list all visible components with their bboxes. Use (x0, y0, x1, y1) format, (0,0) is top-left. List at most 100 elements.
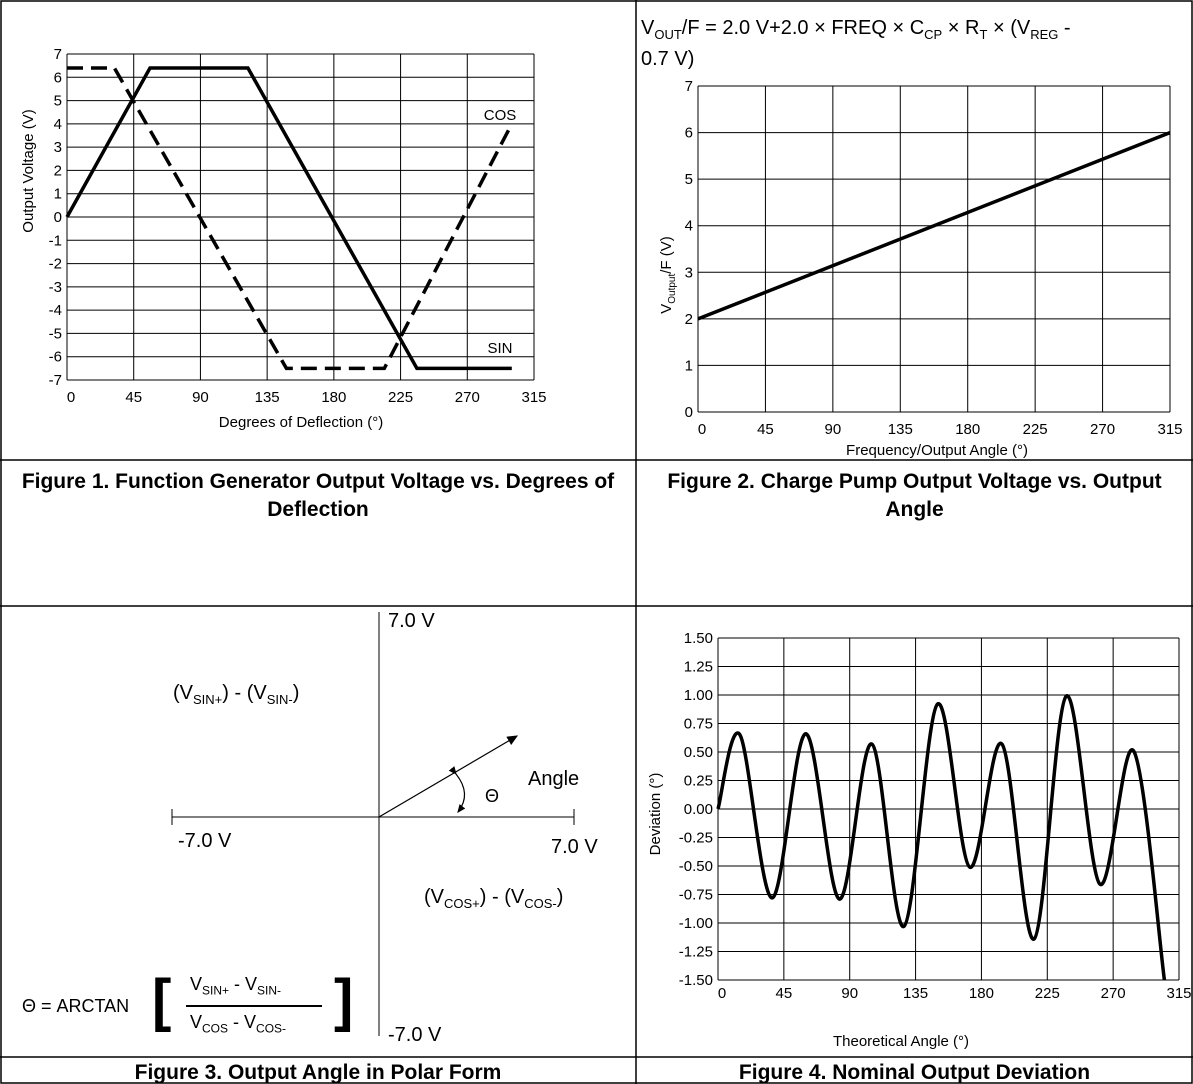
x-ticks: 0 45 90 135 180 225 270 315 (67, 389, 547, 406)
y-tick-label: 1.00 (684, 687, 713, 704)
sin-annotation: SIN (487, 340, 512, 357)
formula-part: - (1058, 17, 1071, 39)
y-tick-label: 0.00 (684, 801, 713, 818)
arctan-formula: Θ = ARCTAN [ ] VSIN+ - VSIN- VCOS - VCOS… (22, 968, 362, 1042)
x-tick-label: 0 (698, 421, 706, 438)
charge-pump-chart: 7 6 5 4 3 2 1 0 0 45 90 135 180 225 270 315 Frequency/… (658, 78, 1183, 459)
x-axis-label: Degrees of Deflection (°) (219, 414, 383, 431)
x-tick-label: 135 (255, 389, 280, 406)
theta-symbol: Θ (485, 786, 500, 806)
figure4-caption: Figure 4. Nominal Output Deviation (738, 1061, 1091, 1084)
y-tick-label: 6 (685, 125, 693, 142)
top-voltage-label: 7.0 V (388, 610, 435, 632)
y-tick-label: 1.25 (684, 659, 713, 676)
right-voltage-label: 7.0 V (551, 836, 598, 858)
y-tick-label: -4 (49, 302, 62, 319)
x-tick-label: 225 (388, 389, 413, 406)
formula-denominator: VCOS - VCOS- (190, 1012, 287, 1036)
y-tick-label: 1 (54, 186, 62, 203)
y-tick-label: -1.00 (679, 915, 713, 932)
function-generator-chart: 7 6 5 4 3 2 1 0 -1 -2 -3 -4 -5 -6 -7 0 45 90 135 180 225 270… (20, 46, 547, 431)
left-bracket: [ (152, 968, 172, 1033)
cos-difference-label: (VCOS+) - (VCOS-) (424, 886, 564, 911)
y-tick-label: 3 (685, 264, 693, 281)
y-tick-label: 2 (685, 311, 693, 328)
x-tick-label: 315 (1157, 421, 1182, 438)
x-tick-label: 0 (67, 389, 75, 406)
y-tick-label: 2 (54, 162, 62, 179)
y-ticks: 7 6 5 4 3 2 1 0 (685, 78, 693, 421)
y-axis-label: VOutput/F (V) (658, 236, 678, 314)
x-tick-label: 180 (955, 421, 980, 438)
output-deviation-chart: 1.50 1.25 1.00 0.75 0.50 0.25 0.00 -0.25 -0.50 -0… (647, 630, 1192, 1050)
formula-part: × (V (987, 17, 1031, 39)
y-tick-label: 6 (54, 69, 62, 86)
y-tick-label: -3 (49, 279, 62, 296)
formula-part: × R (942, 17, 980, 39)
bottom-voltage-label: -7.0 V (388, 1024, 442, 1046)
y-tick-label: 0 (54, 209, 62, 226)
y-tick-label: -7 (49, 372, 62, 389)
x-tick-label: 45 (125, 389, 142, 406)
angle-vector (378, 735, 519, 818)
y-tick-label: -2 (49, 256, 62, 273)
figure3-panel: 7.0 V -7.0 V -7.0 V 7.0 V (VSIN+) - (VSI… (0, 606, 636, 1057)
figure4-panel: 1.50 1.25 1.00 0.75 0.50 0.25 0.00 -0.25 -0.50 -0… (636, 606, 1193, 1057)
figure1-panel: 7 6 5 4 3 2 1 0 -1 -2 -3 -4 -5 -6 -7 0 45 90 135 180 225 270… (0, 0, 636, 460)
y-tick-label: 3 (54, 139, 62, 156)
x-tick-label: 270 (455, 389, 480, 406)
x-tick-label: 90 (841, 985, 858, 1002)
formula-sub-cp: CP (924, 27, 943, 42)
y-tick-label: 5 (685, 171, 693, 188)
y-tick-label: 0 (685, 404, 693, 421)
cos-annotation: COS (484, 107, 517, 124)
y-axis-label: Output Voltage (V) (20, 109, 37, 232)
formula-sub-out: OUT (654, 27, 682, 42)
x-tick-label: 0 (718, 985, 726, 1002)
y-tick-label: -0.50 (679, 858, 713, 875)
x-tick-label: 315 (1166, 985, 1191, 1002)
y-tick-label: 4 (685, 218, 693, 235)
x-ticks: 0 45 90 135 180 225 270 315 (698, 421, 1183, 438)
x-axis-label: Frequency/Output Angle (°) (846, 442, 1028, 459)
y-tick-label: -0.25 (679, 830, 713, 847)
y-tick-label: 1 (685, 357, 693, 374)
x-tick-label: 225 (1023, 421, 1048, 438)
charge-pump-formula: VOUT/F = 2.0 V+2.0 × FREQ × CCP × RT × (… (641, 16, 1071, 71)
y-ticks: 1.50 1.25 1.00 0.75 0.50 0.25 0.00 -0.25 -0.50 -0… (679, 630, 713, 989)
x-tick-label: 270 (1101, 985, 1126, 1002)
figure2-panel: VOUT/F = 2.0 V+2.0 × FREQ × CCP × RT × (… (636, 0, 1193, 460)
y-tick-label: -5 (49, 325, 62, 342)
angle-arc (448, 766, 466, 813)
grid (66, 53, 535, 381)
right-bracket: ] (334, 968, 354, 1033)
y-tick-label: -0.75 (679, 887, 713, 904)
formula-part: /F = 2.0 V+2.0 × FREQ × C (681, 17, 925, 39)
y-tick-label: 0.75 (684, 716, 713, 733)
y-tick-label: 7 (685, 78, 693, 95)
formula-numerator: VSIN+ - VSIN- (190, 974, 282, 998)
x-tick-label: 90 (825, 421, 842, 438)
x-tick-label: 270 (1090, 421, 1115, 438)
y-tick-label: -6 (49, 349, 62, 366)
deviation-curve (716, 694, 1167, 981)
figure2-caption: Figure 2. Charge Pump Output Voltage vs.… (667, 470, 1162, 521)
cos-series-line (67, 66, 514, 371)
grid (697, 85, 1171, 413)
grid (717, 637, 1180, 981)
polar-diagram (171, 612, 575, 1036)
formula-v: V (641, 17, 655, 39)
angle-label: Angle (528, 768, 580, 790)
y-tick-label: -1 (49, 232, 62, 249)
x-tick-label: 225 (1035, 985, 1060, 1002)
sin-difference-label: (VSIN+) - (VSIN-) (173, 682, 300, 707)
x-tick-label: 315 (521, 389, 546, 406)
x-tick-label: 90 (192, 389, 209, 406)
y-tick-label: 4 (54, 116, 62, 133)
x-tick-label: 180 (969, 985, 994, 1002)
sin-series-line (65, 66, 512, 371)
figure1-caption: Figure 1. Function Generator Output Volt… (21, 470, 615, 521)
y-ticks: 7 6 5 4 3 2 1 0 -1 -2 -3 -4 -5 -6 -7 (49, 46, 62, 389)
